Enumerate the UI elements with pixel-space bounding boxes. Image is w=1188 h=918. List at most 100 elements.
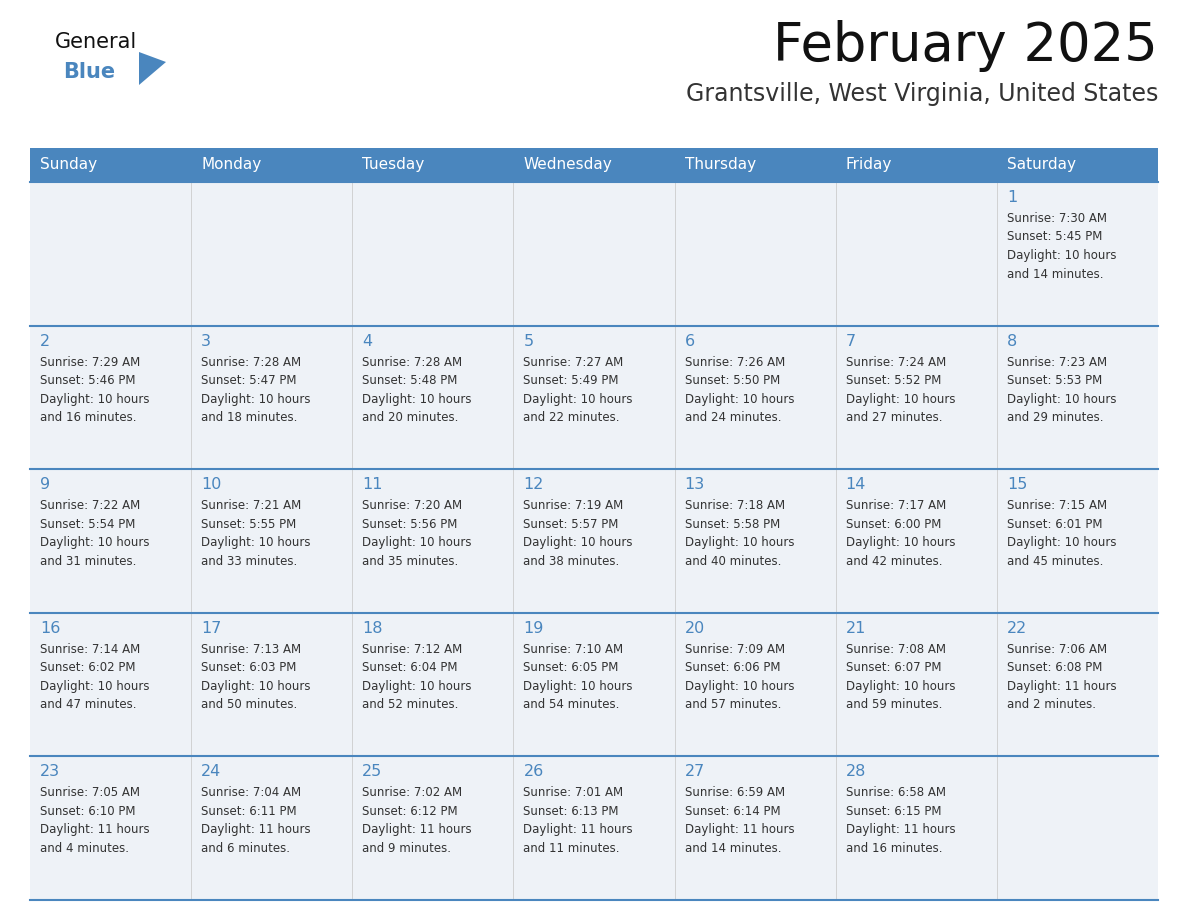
Text: Sunrise: 7:26 AM
Sunset: 5:50 PM
Daylight: 10 hours
and 24 minutes.: Sunrise: 7:26 AM Sunset: 5:50 PM Dayligh… bbox=[684, 355, 794, 424]
Polygon shape bbox=[139, 52, 166, 85]
Text: February 2025: February 2025 bbox=[773, 20, 1158, 72]
Text: 25: 25 bbox=[362, 765, 383, 779]
Text: 10: 10 bbox=[201, 477, 221, 492]
Text: 18: 18 bbox=[362, 621, 383, 636]
Text: 7: 7 bbox=[846, 333, 855, 349]
Bar bbox=[997, 469, 1158, 613]
Text: Sunrise: 7:28 AM
Sunset: 5:48 PM
Daylight: 10 hours
and 20 minutes.: Sunrise: 7:28 AM Sunset: 5:48 PM Dayligh… bbox=[362, 355, 472, 424]
Text: Sunrise: 7:19 AM
Sunset: 5:57 PM
Daylight: 10 hours
and 38 minutes.: Sunrise: 7:19 AM Sunset: 5:57 PM Dayligh… bbox=[524, 499, 633, 567]
Bar bbox=[353, 613, 513, 756]
Bar bbox=[997, 756, 1158, 900]
Bar bbox=[353, 756, 513, 900]
Bar bbox=[191, 182, 353, 326]
Bar bbox=[835, 613, 997, 756]
Text: Sunrise: 7:13 AM
Sunset: 6:03 PM
Daylight: 10 hours
and 50 minutes.: Sunrise: 7:13 AM Sunset: 6:03 PM Dayligh… bbox=[201, 643, 310, 711]
Text: 17: 17 bbox=[201, 621, 221, 636]
Text: 13: 13 bbox=[684, 477, 704, 492]
Bar bbox=[353, 182, 513, 326]
Text: 28: 28 bbox=[846, 765, 866, 779]
Text: 2: 2 bbox=[40, 333, 50, 349]
Text: Monday: Monday bbox=[201, 158, 261, 173]
Bar bbox=[513, 326, 675, 469]
Text: 12: 12 bbox=[524, 477, 544, 492]
Bar bbox=[513, 469, 675, 613]
Bar bbox=[191, 613, 353, 756]
Text: 16: 16 bbox=[40, 621, 61, 636]
Bar bbox=[675, 756, 835, 900]
Text: Sunday: Sunday bbox=[40, 158, 97, 173]
Text: Grantsville, West Virginia, United States: Grantsville, West Virginia, United State… bbox=[685, 82, 1158, 106]
Text: Sunrise: 7:30 AM
Sunset: 5:45 PM
Daylight: 10 hours
and 14 minutes.: Sunrise: 7:30 AM Sunset: 5:45 PM Dayligh… bbox=[1007, 212, 1117, 281]
Text: 1: 1 bbox=[1007, 190, 1017, 205]
Bar bbox=[191, 756, 353, 900]
Text: 11: 11 bbox=[362, 477, 383, 492]
Text: 24: 24 bbox=[201, 765, 221, 779]
Bar bbox=[30, 756, 191, 900]
Text: Wednesday: Wednesday bbox=[524, 158, 612, 173]
Text: Sunrise: 7:02 AM
Sunset: 6:12 PM
Daylight: 11 hours
and 9 minutes.: Sunrise: 7:02 AM Sunset: 6:12 PM Dayligh… bbox=[362, 787, 472, 855]
Text: Sunrise: 7:22 AM
Sunset: 5:54 PM
Daylight: 10 hours
and 31 minutes.: Sunrise: 7:22 AM Sunset: 5:54 PM Dayligh… bbox=[40, 499, 150, 567]
Bar bbox=[675, 182, 835, 326]
Text: 27: 27 bbox=[684, 765, 704, 779]
Text: 22: 22 bbox=[1007, 621, 1028, 636]
Text: Sunrise: 6:58 AM
Sunset: 6:15 PM
Daylight: 11 hours
and 16 minutes.: Sunrise: 6:58 AM Sunset: 6:15 PM Dayligh… bbox=[846, 787, 955, 855]
Text: Saturday: Saturday bbox=[1007, 158, 1076, 173]
Text: 26: 26 bbox=[524, 765, 544, 779]
Text: Sunrise: 7:14 AM
Sunset: 6:02 PM
Daylight: 10 hours
and 47 minutes.: Sunrise: 7:14 AM Sunset: 6:02 PM Dayligh… bbox=[40, 643, 150, 711]
Bar bbox=[191, 326, 353, 469]
Bar bbox=[353, 469, 513, 613]
Bar bbox=[835, 469, 997, 613]
Bar bbox=[835, 182, 997, 326]
Text: Sunrise: 7:24 AM
Sunset: 5:52 PM
Daylight: 10 hours
and 27 minutes.: Sunrise: 7:24 AM Sunset: 5:52 PM Dayligh… bbox=[846, 355, 955, 424]
Bar bbox=[30, 182, 191, 326]
Text: Sunrise: 7:17 AM
Sunset: 6:00 PM
Daylight: 10 hours
and 42 minutes.: Sunrise: 7:17 AM Sunset: 6:00 PM Dayligh… bbox=[846, 499, 955, 567]
Text: 4: 4 bbox=[362, 333, 372, 349]
Text: Sunrise: 7:27 AM
Sunset: 5:49 PM
Daylight: 10 hours
and 22 minutes.: Sunrise: 7:27 AM Sunset: 5:49 PM Dayligh… bbox=[524, 355, 633, 424]
Text: Sunrise: 7:01 AM
Sunset: 6:13 PM
Daylight: 11 hours
and 11 minutes.: Sunrise: 7:01 AM Sunset: 6:13 PM Dayligh… bbox=[524, 787, 633, 855]
Bar bbox=[513, 756, 675, 900]
Text: Sunrise: 7:15 AM
Sunset: 6:01 PM
Daylight: 10 hours
and 45 minutes.: Sunrise: 7:15 AM Sunset: 6:01 PM Dayligh… bbox=[1007, 499, 1117, 567]
Text: 14: 14 bbox=[846, 477, 866, 492]
Text: Sunrise: 7:09 AM
Sunset: 6:06 PM
Daylight: 10 hours
and 57 minutes.: Sunrise: 7:09 AM Sunset: 6:06 PM Dayligh… bbox=[684, 643, 794, 711]
Text: Tuesday: Tuesday bbox=[362, 158, 424, 173]
Bar bbox=[191, 469, 353, 613]
Bar bbox=[353, 326, 513, 469]
Text: 3: 3 bbox=[201, 333, 211, 349]
Text: 21: 21 bbox=[846, 621, 866, 636]
Text: 19: 19 bbox=[524, 621, 544, 636]
Bar bbox=[997, 613, 1158, 756]
Text: 9: 9 bbox=[40, 477, 50, 492]
Bar bbox=[997, 326, 1158, 469]
Text: 23: 23 bbox=[40, 765, 61, 779]
Bar bbox=[835, 326, 997, 469]
Bar bbox=[675, 469, 835, 613]
Text: Sunrise: 7:18 AM
Sunset: 5:58 PM
Daylight: 10 hours
and 40 minutes.: Sunrise: 7:18 AM Sunset: 5:58 PM Dayligh… bbox=[684, 499, 794, 567]
Text: Sunrise: 7:04 AM
Sunset: 6:11 PM
Daylight: 11 hours
and 6 minutes.: Sunrise: 7:04 AM Sunset: 6:11 PM Dayligh… bbox=[201, 787, 311, 855]
Text: Sunrise: 6:59 AM
Sunset: 6:14 PM
Daylight: 11 hours
and 14 minutes.: Sunrise: 6:59 AM Sunset: 6:14 PM Dayligh… bbox=[684, 787, 795, 855]
Text: Sunrise: 7:06 AM
Sunset: 6:08 PM
Daylight: 11 hours
and 2 minutes.: Sunrise: 7:06 AM Sunset: 6:08 PM Dayligh… bbox=[1007, 643, 1117, 711]
Bar bbox=[513, 613, 675, 756]
Bar bbox=[30, 613, 191, 756]
Text: Sunrise: 7:21 AM
Sunset: 5:55 PM
Daylight: 10 hours
and 33 minutes.: Sunrise: 7:21 AM Sunset: 5:55 PM Dayligh… bbox=[201, 499, 310, 567]
Text: Sunrise: 7:10 AM
Sunset: 6:05 PM
Daylight: 10 hours
and 54 minutes.: Sunrise: 7:10 AM Sunset: 6:05 PM Dayligh… bbox=[524, 643, 633, 711]
Text: Sunrise: 7:29 AM
Sunset: 5:46 PM
Daylight: 10 hours
and 16 minutes.: Sunrise: 7:29 AM Sunset: 5:46 PM Dayligh… bbox=[40, 355, 150, 424]
Text: 15: 15 bbox=[1007, 477, 1028, 492]
Text: 6: 6 bbox=[684, 333, 695, 349]
Bar bbox=[30, 148, 1158, 182]
Text: Sunrise: 7:08 AM
Sunset: 6:07 PM
Daylight: 10 hours
and 59 minutes.: Sunrise: 7:08 AM Sunset: 6:07 PM Dayligh… bbox=[846, 643, 955, 711]
Text: Sunrise: 7:12 AM
Sunset: 6:04 PM
Daylight: 10 hours
and 52 minutes.: Sunrise: 7:12 AM Sunset: 6:04 PM Dayligh… bbox=[362, 643, 472, 711]
Text: Sunrise: 7:05 AM
Sunset: 6:10 PM
Daylight: 11 hours
and 4 minutes.: Sunrise: 7:05 AM Sunset: 6:10 PM Dayligh… bbox=[40, 787, 150, 855]
Text: Blue: Blue bbox=[63, 62, 115, 82]
Text: Friday: Friday bbox=[846, 158, 892, 173]
Text: 5: 5 bbox=[524, 333, 533, 349]
Bar bbox=[835, 756, 997, 900]
Text: 20: 20 bbox=[684, 621, 704, 636]
Bar bbox=[30, 326, 191, 469]
Bar bbox=[675, 613, 835, 756]
Text: 8: 8 bbox=[1007, 333, 1017, 349]
Bar bbox=[997, 182, 1158, 326]
Bar bbox=[30, 469, 191, 613]
Text: Sunrise: 7:28 AM
Sunset: 5:47 PM
Daylight: 10 hours
and 18 minutes.: Sunrise: 7:28 AM Sunset: 5:47 PM Dayligh… bbox=[201, 355, 310, 424]
Bar bbox=[513, 182, 675, 326]
Bar bbox=[675, 326, 835, 469]
